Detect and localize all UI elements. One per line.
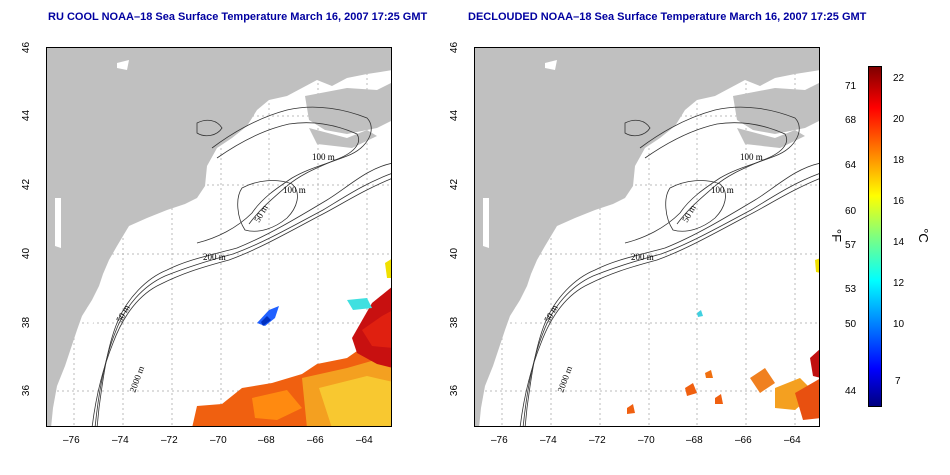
y-tick-label: 36	[449, 384, 461, 397]
celsius-tick: 14	[893, 237, 905, 248]
celsius-unit-label: °C	[915, 228, 931, 243]
left-sst-map: 100 m 100 m 50 m 200 m 50 m 2000 m	[46, 47, 392, 427]
contour-label: 50 m	[252, 203, 270, 224]
contour-label: 2000 m	[555, 365, 574, 394]
y-tick-label: 44	[449, 109, 461, 122]
right-map-title: DECLOUDED NOAA–18 Sea Surface Temperatur…	[468, 11, 867, 23]
celsius-tick: 10	[893, 319, 905, 330]
y-tick-label: 46	[21, 41, 33, 54]
sst-data-patches	[192, 259, 391, 426]
contour-label: 100 m	[711, 185, 734, 195]
left-map-title: RU COOL NOAA–18 Sea Surface Temperature …	[48, 11, 428, 23]
y-tick-label: 38	[21, 316, 33, 329]
x-tick-label: –68	[686, 435, 703, 446]
contour-label: 2000 m	[127, 365, 146, 394]
x-tick-label: –66	[735, 435, 752, 446]
x-tick-label: –72	[161, 435, 178, 446]
fahrenheit-tick: 50	[845, 319, 857, 330]
contour-label: 50 m	[680, 203, 698, 224]
x-tick-label: –64	[784, 435, 801, 446]
contour-label: 200 m	[631, 252, 654, 262]
fahrenheit-unit-label: °F	[829, 228, 845, 243]
fahrenheit-tick: 68	[845, 115, 857, 126]
fahrenheit-tick: 53	[845, 284, 857, 295]
x-tick-label: –72	[589, 435, 606, 446]
x-tick-label: –74	[540, 435, 557, 446]
fahrenheit-tick: 64	[845, 160, 857, 171]
temperature-colorbar	[868, 66, 882, 407]
fahrenheit-tick: 60	[845, 206, 857, 217]
x-tick-label: –68	[258, 435, 275, 446]
y-tick-label: 38	[449, 316, 461, 329]
y-tick-label: 46	[449, 41, 461, 54]
contour-label: 100 m	[312, 152, 335, 162]
x-tick-label: –70	[638, 435, 655, 446]
celsius-tick: 12	[893, 278, 905, 289]
celsius-tick: 16	[893, 196, 905, 207]
contour-label: 100 m	[740, 152, 763, 162]
x-tick-label: –66	[307, 435, 324, 446]
land-mass	[475, 48, 819, 426]
x-tick-label: –64	[356, 435, 373, 446]
y-tick-label: 40	[449, 247, 461, 260]
fahrenheit-tick: 71	[845, 81, 857, 92]
x-tick-label: –76	[491, 435, 508, 446]
contour-label: 200 m	[203, 252, 226, 262]
x-tick-label: –74	[112, 435, 129, 446]
x-tick-label: –76	[63, 435, 80, 446]
fahrenheit-tick: 44	[845, 386, 857, 397]
y-tick-label: 36	[21, 384, 33, 397]
y-tick-label: 42	[21, 178, 33, 191]
y-tick-label: 40	[21, 247, 33, 260]
celsius-tick: 20	[893, 114, 905, 125]
sst-data-patches	[627, 258, 819, 420]
celsius-tick: 7	[895, 376, 901, 387]
fahrenheit-tick: 57	[845, 240, 857, 251]
contour-label: 100 m	[283, 185, 306, 195]
celsius-tick: 22	[893, 73, 905, 84]
celsius-tick: 18	[893, 155, 905, 166]
y-tick-label: 44	[21, 109, 33, 122]
land-mass	[47, 48, 391, 426]
x-tick-label: –70	[210, 435, 227, 446]
right-sst-map: 100 m 100 m 50 m 200 m 50 m 2000 m	[474, 47, 820, 427]
y-tick-label: 42	[449, 178, 461, 191]
